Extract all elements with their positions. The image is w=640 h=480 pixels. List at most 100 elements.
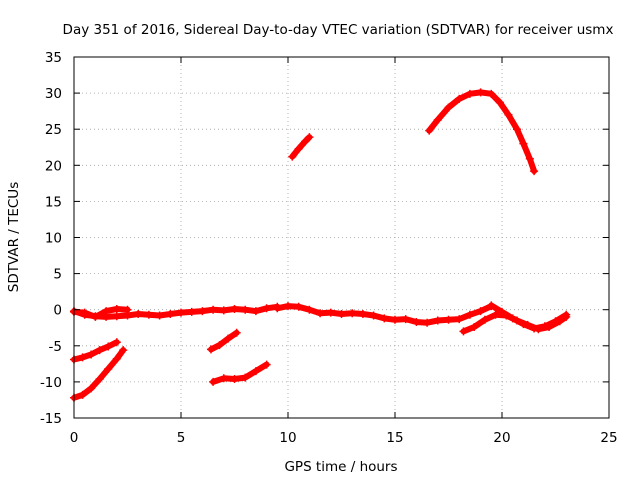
data-point [251,307,260,316]
y-tick-label: -15 [40,411,62,427]
data-point [284,302,292,311]
series-arc-11 [426,89,538,175]
data-point [455,315,464,324]
data-point [262,360,271,369]
data-point [230,304,239,313]
data-point [209,305,218,314]
series-arc-5 [460,311,570,335]
data-point [123,305,132,314]
y-tick-label: 25 [45,122,62,138]
data-point [562,312,571,321]
axis-ticks: 0 5 10 15 20 25 -15 -10 -5 0 5 10 15 20 25 30 35 [40,50,618,446]
data-point [230,375,239,384]
data-point [104,364,113,373]
y-tick-label: 5 [53,267,62,283]
data-point [391,315,399,324]
data-point [502,311,511,320]
data-point [219,374,228,383]
data-point [487,89,496,98]
data-point [487,301,496,310]
data-point [519,139,528,148]
data-point [215,341,224,350]
data-point [119,346,128,355]
data-point [155,311,164,320]
data-point [401,315,410,324]
data-point [262,304,271,313]
data-point [78,390,87,399]
x-tick-label: 25 [600,430,617,446]
x-tick-label: 15 [386,430,403,446]
x-tick-label: 0 [70,430,79,446]
data-point [232,328,241,337]
data-point [459,327,468,336]
data-point [523,320,532,329]
y-tick-label: 30 [45,86,62,102]
data-point [512,316,521,325]
data-point [433,115,442,124]
data-point [480,315,489,324]
data-point [326,308,335,317]
data-point [91,312,100,321]
data-point [465,89,474,98]
data-point [241,373,250,382]
data-point [87,384,96,393]
data-point [198,307,207,316]
series-arc-10 [289,134,313,160]
data-point [444,103,453,112]
data-point [545,323,554,332]
data-point [525,154,534,163]
data-point [241,305,250,314]
y-tick-label: 0 [53,303,62,319]
data-point [301,137,310,146]
data-point [495,98,504,107]
data-point [95,375,104,384]
y-tick-label: -5 [49,339,62,355]
data-point [530,167,539,176]
data-point [134,310,143,319]
data-point [209,377,218,386]
y-tick-label: -10 [40,375,62,391]
data-point [187,307,196,316]
data-point [534,325,543,334]
grid [74,57,609,418]
data-point [294,302,303,311]
data-point [224,334,233,343]
data-point [102,307,111,316]
data-point [380,314,389,323]
x-tick-label: 5 [177,430,186,446]
x-tick-label: 10 [279,430,296,446]
data-point [348,309,357,318]
data-point [412,317,421,326]
data-point [112,354,121,363]
data-point [251,367,260,376]
data-point [144,310,153,319]
data-point [104,342,113,351]
data-point [112,312,121,321]
x-tick-label: 20 [493,430,510,446]
series-arc-9 [210,361,270,385]
data-point [476,88,485,97]
data-point [476,307,485,316]
data-point [455,94,464,103]
data-point [358,310,367,319]
data-point [166,310,175,319]
data-point [425,126,434,135]
x-axis-label: GPS time / hours [284,459,397,475]
data-point [444,315,453,324]
data-point [423,318,432,327]
series-arc-8 [208,329,240,353]
data-point [273,304,282,313]
data-point [433,316,442,325]
data-point [504,110,513,119]
data-point [470,323,479,332]
y-tick-label: 10 [45,231,62,247]
data-point [219,306,228,315]
y-tick-label: 20 [45,158,62,174]
y-tick-label: 15 [45,194,62,210]
data-point [294,144,303,153]
data-series [70,88,571,402]
data-point [305,305,314,314]
data-point [87,350,96,359]
data-point [305,133,314,142]
